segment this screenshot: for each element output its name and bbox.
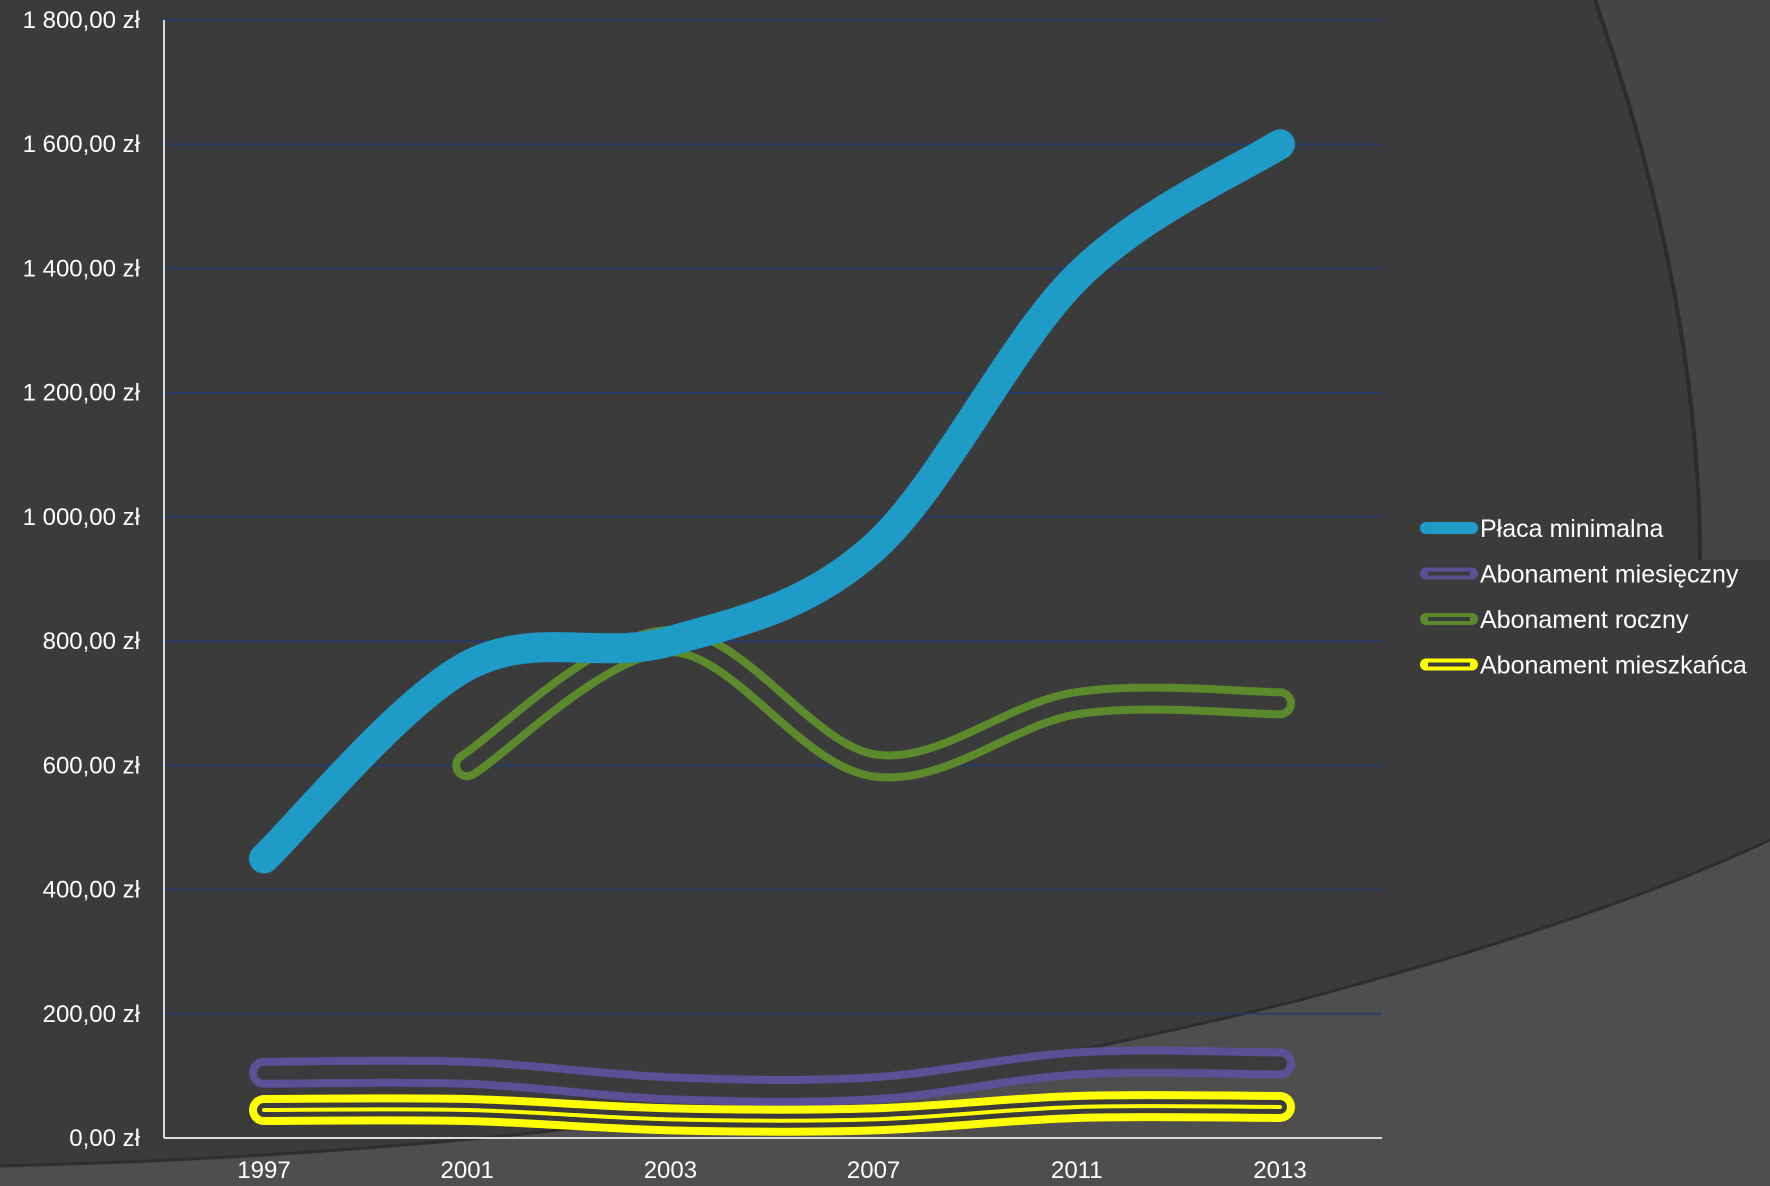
x-tick-label: 2001	[441, 1157, 494, 1184]
y-tick-label: 1 000,00 zł	[23, 504, 141, 531]
legend-label-abonament-mieszkan-ca: Abonament mieszkańca	[1480, 652, 1747, 680]
legend-label-p-aca-minimalna: Płaca minimalna	[1480, 515, 1664, 543]
y-tick-label: 1 600,00 zł	[23, 131, 141, 158]
decor-arc	[1595, 0, 1770, 560]
series-lines	[249, 129, 1295, 1136]
decor-band-edge	[0, 838, 1770, 1168]
series-line-p-aca-minimalna	[249, 129, 1295, 874]
x-tick-label: 2003	[644, 1157, 697, 1184]
y-tick-label: 800,00 zł	[43, 628, 141, 655]
x-tick-label: 1997	[237, 1157, 290, 1184]
axes: 0,00 zł 200,00 zł 400,00 zł 600,00 zł 800,00…	[23, 7, 1382, 1184]
legend-label-abonament-roczny: Abonament roczny	[1480, 606, 1689, 634]
y-tick-label: 1 200,00 zł	[23, 380, 141, 407]
series-line-abonament-roczny-inner	[460, 634, 1287, 774]
y-tick-label: 600,00 zł	[43, 752, 141, 779]
y-tick-label: 200,00 zł	[43, 1001, 141, 1028]
y-tick-label: 1 800,00 zł	[23, 7, 141, 34]
legend-label-abonament-miesie-czny: Abonament miesięczny	[1480, 561, 1739, 589]
x-tick-label: 2007	[847, 1157, 900, 1184]
series-line-abonament-miesie-czny-inner	[257, 1054, 1287, 1098]
decor-arc-edge	[1593, 0, 1702, 561]
y-tick-label: 1 400,00 zł	[23, 255, 141, 282]
series-line-abonament-mieszkan-ca-core	[262, 1104, 1282, 1123]
legend: Płaca minimalna Abonament miesięczny Abona…	[1420, 515, 1747, 680]
gridlines	[164, 19, 1382, 1015]
x-tick-label: 2011	[1051, 1157, 1103, 1184]
y-tick-label: 400,00 zł	[43, 877, 141, 904]
y-tick-label: 0,00 zł	[69, 1125, 140, 1152]
x-tick-label: 2013	[1253, 1157, 1306, 1184]
decor-band	[0, 840, 1770, 1186]
